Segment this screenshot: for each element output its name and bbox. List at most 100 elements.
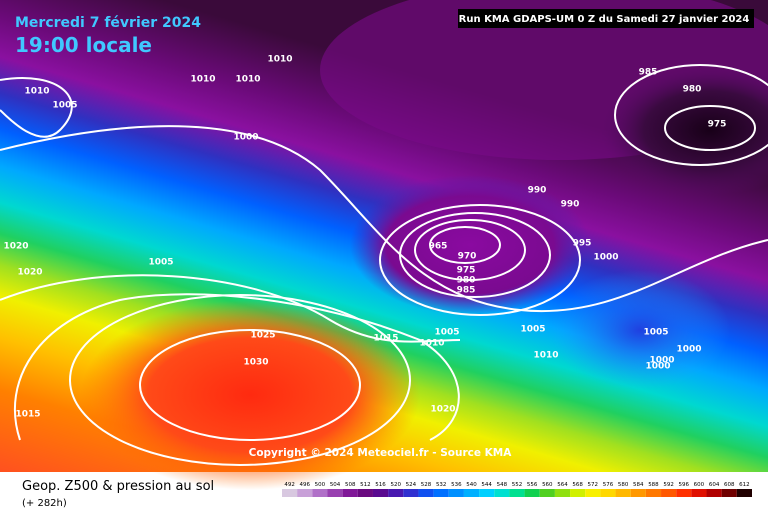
legend-swatch: [433, 489, 449, 497]
legend-swatch: [357, 489, 373, 497]
legend-swatch: [600, 489, 616, 497]
footer-title: Geop. Z500 & pression au sol: [22, 479, 214, 494]
legend-swatch: [372, 489, 389, 497]
isobar-label: 990: [561, 200, 580, 210]
isobar-label: 1000: [649, 356, 674, 366]
isobar-label: 1005: [643, 328, 668, 338]
isobar-label: 1020: [430, 405, 455, 415]
legend-swatch: [297, 489, 313, 497]
isobar-label: 975: [708, 120, 727, 130]
isobar-label: 1025: [250, 331, 275, 341]
run-info: Run KMA GDAPS-UM 0 Z du Samedi 27 janvie…: [459, 14, 750, 25]
run-box: [458, 9, 754, 28]
legend-swatch: [661, 489, 677, 497]
legend: 492 496 500 504 508 512 516 520 524 528 532 536 540 5…: [282, 482, 752, 497]
legend-swatch: [448, 489, 464, 497]
legend-label: 528: [421, 482, 432, 488]
legend-label: 572: [588, 482, 599, 488]
legend-swatch: [509, 489, 525, 497]
legend-swatch: [342, 489, 358, 497]
legend-label: 504: [330, 482, 341, 488]
isobar-label: 1020: [3, 242, 28, 252]
isobar-label: 975: [457, 266, 476, 276]
legend-label: 588: [648, 482, 659, 488]
isobar-label: 1010: [24, 87, 49, 97]
isobars: [0, 64, 768, 466]
legend-label: 600: [694, 482, 705, 488]
legend-swatch: [312, 489, 328, 497]
legend-label: 512: [360, 482, 371, 488]
isobar-label: 1010: [190, 75, 215, 85]
isobar-label: 980: [457, 276, 476, 286]
legend-label: 500: [315, 482, 326, 488]
isobar-label: 965: [429, 242, 448, 252]
legend-swatch: [630, 489, 646, 497]
legend-swatch: [327, 489, 343, 497]
isobar-label: 985: [639, 68, 658, 78]
legend-label: 548: [497, 482, 508, 488]
legend-swatch: [479, 489, 495, 497]
legend-label: 612: [739, 482, 750, 488]
legend-label: 576: [603, 482, 614, 488]
legend-label: 556: [527, 482, 538, 488]
legend-swatch: [706, 489, 722, 497]
legend-label: 544: [481, 482, 492, 488]
isobar-label: 1000: [676, 345, 701, 355]
legend-label: 520: [390, 482, 401, 488]
isobar-label: 1015: [15, 410, 40, 420]
legend-label: 492: [284, 482, 295, 488]
isobar-label: 1000: [593, 253, 618, 263]
isobar-label: 1005: [520, 325, 545, 335]
legend-label: 508: [345, 482, 356, 488]
isobar-label: 1030: [243, 358, 268, 368]
isobar-label: 1000: [233, 133, 258, 143]
isobar-label: 990: [528, 186, 547, 196]
legend-label: 564: [557, 482, 568, 488]
legend-label: 524: [406, 482, 417, 488]
legend-label: 604: [709, 482, 720, 488]
legend-swatch: [721, 489, 737, 497]
time: 19:00 locale: [15, 33, 152, 57]
copyright: Copyright © 2024 Meteociel.fr - Source K…: [249, 447, 513, 459]
isobar-label: 1005: [52, 101, 77, 111]
footer-lead: (+ 282h): [22, 498, 67, 509]
isobar-label: 1005: [434, 328, 459, 338]
legend-swatch: [585, 489, 601, 497]
legend-label: 568: [572, 482, 583, 488]
legend-label: 516: [375, 482, 386, 488]
legend-label: 552: [512, 482, 523, 488]
legend-swatch: [570, 489, 586, 497]
legend-label: 596: [679, 482, 690, 488]
legend-label: 592: [663, 482, 674, 488]
legend-swatch: [282, 489, 298, 497]
legend-label: 580: [618, 482, 629, 488]
legend-swatch: [691, 489, 707, 497]
legend-swatch: [615, 489, 631, 497]
isobar-label: 985: [457, 286, 476, 296]
legend-swatch: [554, 489, 571, 497]
isobar-label: 1010: [533, 351, 558, 361]
legend-swatch: [736, 489, 752, 497]
legend-label: 496: [299, 482, 310, 488]
legend-swatch: [645, 489, 662, 497]
legend-swatch: [676, 489, 692, 497]
legend-swatch: [463, 489, 480, 497]
legend-label: 540: [466, 482, 477, 488]
legend-label: 608: [724, 482, 735, 488]
isobar-label: 970: [458, 252, 477, 262]
isobar-label: 1020: [17, 268, 42, 278]
legend-swatch: [388, 489, 404, 497]
isobar-label: 1000: [645, 362, 670, 372]
isobar-label: 1005: [148, 258, 173, 268]
legend-swatch: [418, 489, 434, 497]
isobar-label: 1010: [267, 55, 292, 65]
legend-label: 560: [542, 482, 553, 488]
date: Mercredi 7 février 2024: [15, 15, 201, 31]
legend-label: 584: [633, 482, 644, 488]
legend-label: 536: [451, 482, 462, 488]
isobar-label: 1015: [373, 334, 398, 344]
legend-label: 532: [436, 482, 447, 488]
isobar-label: 995: [573, 239, 592, 249]
